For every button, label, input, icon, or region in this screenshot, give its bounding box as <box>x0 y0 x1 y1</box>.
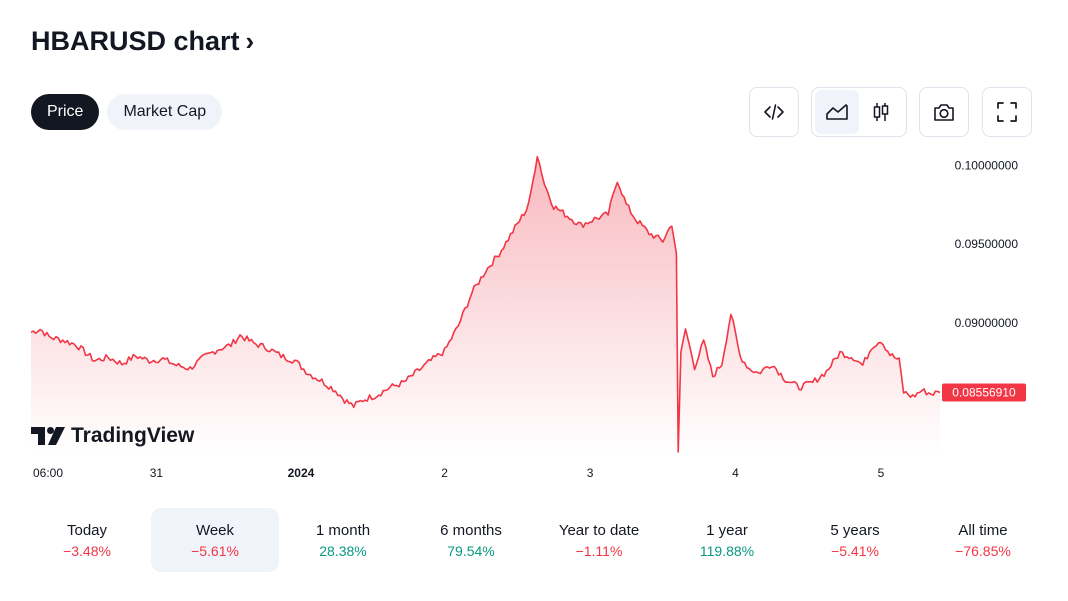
fullscreen-button[interactable] <box>985 90 1029 134</box>
period-year-to-date[interactable]: Year to date −1.11% <box>535 508 663 572</box>
period-label: Today <box>66 521 108 539</box>
camera-icon <box>934 104 954 121</box>
embed-button-group <box>749 87 799 137</box>
fullscreen-button-group <box>982 87 1032 137</box>
period-1-month[interactable]: 1 month 28.38% <box>279 508 407 572</box>
period-week[interactable]: Week −5.61% <box>151 508 279 572</box>
period-change: −5.61% <box>191 542 239 559</box>
y-tick-label: 0.10000000 <box>955 158 1019 172</box>
x-tick-label: 5 <box>878 466 885 480</box>
period-change: 79.54% <box>447 542 495 559</box>
period-label: Week <box>195 521 235 539</box>
period-change: 28.38% <box>319 542 367 559</box>
x-tick-label: 2024 <box>288 466 315 480</box>
candlestick-icon <box>873 103 889 121</box>
period-change: 119.88% <box>699 542 755 559</box>
x-tick-label: 31 <box>150 466 164 480</box>
period-label: All time <box>958 521 1008 539</box>
tab-market-cap[interactable]: Market Cap <box>107 94 223 130</box>
candlestick-button[interactable] <box>859 90 903 134</box>
tradingview-logo[interactable]: TradingView <box>31 424 194 448</box>
period-label: 1 month <box>315 521 371 539</box>
x-tick-label: 4 <box>732 466 739 480</box>
tab-price[interactable]: Price <box>31 94 100 130</box>
y-tick-label: 0.09000000 <box>955 316 1019 330</box>
area-chart-button[interactable] <box>815 90 859 134</box>
chevron-right-icon: › <box>245 26 255 56</box>
x-axis: 06:00 31 2024 2 3 4 5 <box>33 466 885 480</box>
x-tick-label: 06:00 <box>33 466 63 480</box>
period-label: 1 year <box>706 521 748 539</box>
embed-button[interactable] <box>752 90 796 134</box>
chart-type-tabs: Price Market Cap <box>31 94 223 130</box>
tradingview-logo-icon <box>31 427 65 445</box>
period-5-years[interactable]: 5 years −5.41% <box>791 508 919 572</box>
price-line <box>30 155 941 453</box>
period-label: 6 months <box>440 521 502 539</box>
snapshot-button[interactable] <box>922 90 966 134</box>
y-tick-label: 0.09500000 <box>955 237 1019 251</box>
x-tick-label: 3 <box>587 466 594 480</box>
period-6-months[interactable]: 6 months 79.54% <box>407 508 535 572</box>
chart-title: HBARUSD chart <box>31 26 240 56</box>
period-change: −76.85% <box>955 542 1011 559</box>
period-all-time[interactable]: All time −76.85% <box>919 508 1047 572</box>
period-1-year[interactable]: 1 year 119.88% <box>663 508 791 572</box>
x-tick-label: 2 <box>441 466 448 480</box>
last-price-label: 0.08556910 <box>942 383 1026 402</box>
period-change: −5.41% <box>831 542 879 559</box>
tradingview-logo-text: TradingView <box>71 424 195 447</box>
period-label: Year to date <box>558 521 640 539</box>
chart-style-group <box>811 87 907 137</box>
fullscreen-icon <box>997 102 1017 122</box>
period-label: 5 years <box>830 521 880 539</box>
y-axis: 0.10000000 0.09500000 0.09000000 <box>955 158 1019 329</box>
area-chart-icon <box>826 104 848 120</box>
chart-title-link[interactable]: HBARUSD chart › <box>31 26 254 57</box>
last-price-value: 0.08556910 <box>952 386 1016 400</box>
period-today[interactable]: Today −3.48% <box>23 508 151 572</box>
period-change: −3.48% <box>63 542 111 559</box>
period-change: −1.11% <box>575 542 623 559</box>
price-area-fill <box>31 156 940 455</box>
period-selector: Today −3.48% Week −5.61% 1 month 28.38% … <box>23 508 1047 572</box>
embed-code-icon <box>764 104 784 120</box>
snapshot-button-group <box>919 87 969 137</box>
